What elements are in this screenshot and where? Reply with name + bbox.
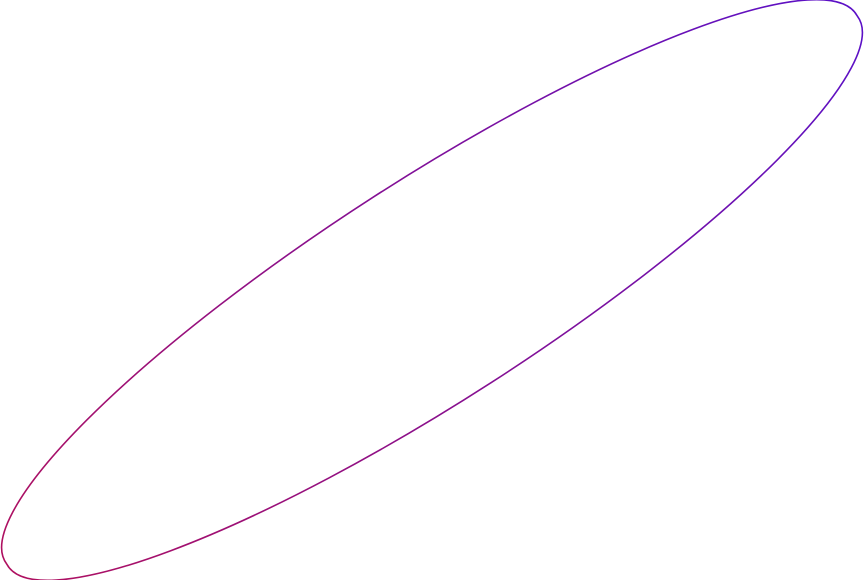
canvas	[0, 0, 864, 580]
tilted-ellipse	[0, 0, 864, 580]
